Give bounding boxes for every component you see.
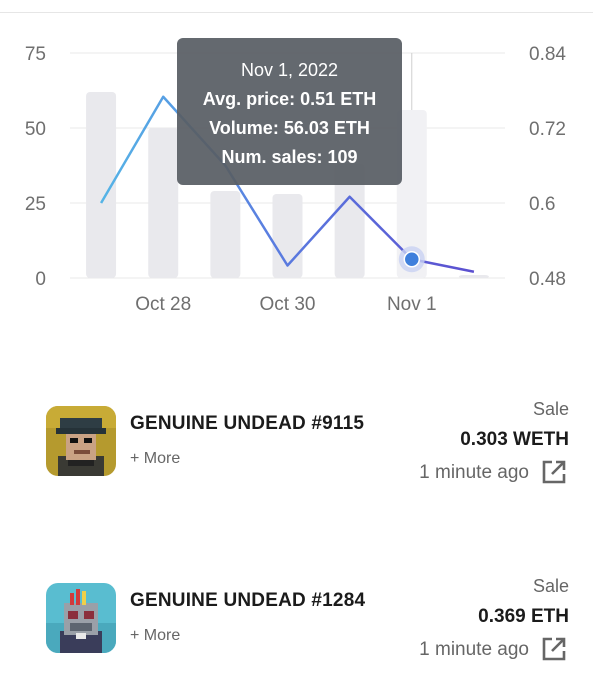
x-tick-label: Nov 1 bbox=[387, 294, 437, 315]
sale-price: 0.369 ETH bbox=[478, 606, 569, 627]
top-divider bbox=[0, 12, 593, 13]
more-link[interactable]: + More bbox=[130, 627, 181, 644]
y-right-tick-label: 0.48 bbox=[529, 269, 566, 290]
tooltip-num-sales: Num. sales: 109 bbox=[221, 147, 358, 167]
y-left-tick-label: 50 bbox=[25, 119, 46, 140]
highlight-point bbox=[403, 251, 421, 268]
y-left-tick-label: 75 bbox=[25, 44, 46, 65]
tooltip-date: Nov 1, 2022 bbox=[240, 60, 339, 80]
sale-time: 1 minute ago bbox=[419, 639, 529, 660]
sale-time: 1 minute ago bbox=[419, 462, 529, 483]
x-tick-label: Oct 30 bbox=[260, 294, 316, 315]
external-link-icon[interactable] bbox=[540, 635, 568, 663]
sale-row[interactable]: GENUINE UNDEAD #1284 + More Sale 0.369 E… bbox=[0, 573, 593, 673]
y-left-tick-label: 25 bbox=[25, 194, 46, 215]
chart-tooltip: Nov 1, 2022 Avg. price: 0.51 ETH Volume:… bbox=[177, 38, 402, 185]
y-right-tick-label: 0.6 bbox=[529, 194, 555, 215]
more-link[interactable]: + More bbox=[130, 450, 181, 467]
y-right-tick-label: 0.84 bbox=[529, 44, 566, 65]
volume-bar bbox=[396, 110, 427, 278]
event-type: Sale bbox=[532, 399, 569, 419]
sale-price: 0.303 WETH bbox=[460, 429, 569, 450]
y-right-tick-label: 0.72 bbox=[529, 119, 566, 140]
y-left-tick-label: 0 bbox=[35, 269, 46, 290]
event-type: Sale bbox=[532, 576, 569, 596]
x-tick-label: Oct 28 bbox=[135, 294, 191, 315]
volume-bar bbox=[334, 164, 365, 278]
price-volume-chart[interactable]: 0 0.48 25 0.6 50 0.72 75 0.84 Oct 28 Oct 30 Nov 1 bbox=[0, 30, 593, 330]
tooltip-avg-price: Avg. price: 0.51 ETH bbox=[202, 89, 377, 109]
nft-thumbnail[interactable] bbox=[46, 583, 116, 653]
nft-name[interactable]: GENUINE UNDEAD #9115 bbox=[130, 413, 365, 434]
volume-bar bbox=[86, 92, 117, 278]
volume-bar bbox=[210, 191, 241, 278]
nft-thumbnail[interactable] bbox=[46, 406, 116, 476]
volume-bar bbox=[148, 128, 179, 278]
undead-9115-avatar-icon bbox=[46, 406, 116, 476]
sale-row[interactable]: GENUINE UNDEAD #9115 + More Sale 0.303 W… bbox=[0, 396, 593, 496]
external-link-icon[interactable] bbox=[540, 458, 568, 486]
undead-1284-avatar-icon bbox=[46, 583, 116, 653]
tooltip-volume: Volume: 56.03 ETH bbox=[209, 118, 370, 138]
nft-name[interactable]: GENUINE UNDEAD #1284 bbox=[130, 590, 366, 611]
volume-bar bbox=[458, 275, 489, 278]
